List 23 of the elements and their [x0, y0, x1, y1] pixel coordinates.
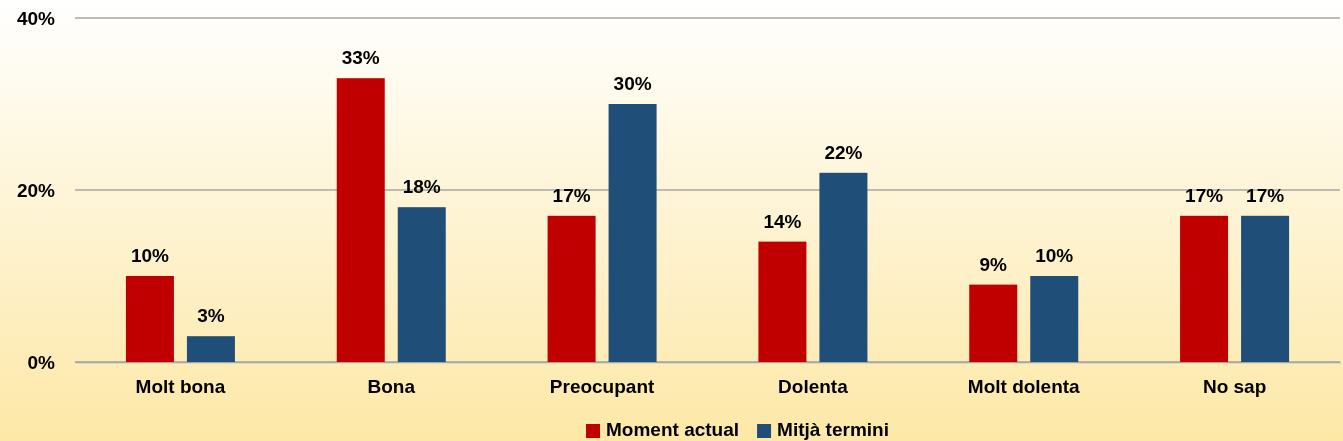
- data-label: 17%: [552, 184, 591, 206]
- x-tick-label: Bona: [367, 376, 416, 398]
- data-label: 18%: [402, 176, 441, 198]
- legend-label: Mitjà termini: [777, 419, 889, 440]
- data-label: 33%: [341, 47, 380, 69]
- data-label: 3%: [197, 305, 225, 327]
- x-tick-label: No sap: [1202, 376, 1267, 398]
- x-tick-label: Molt bona: [135, 376, 226, 398]
- data-label: 17%: [1246, 184, 1285, 206]
- y-tick-label: 40%: [16, 7, 56, 29]
- data-label: 17%: [1185, 184, 1224, 206]
- data-label: 9%: [979, 253, 1008, 275]
- data-label: 30%: [613, 73, 652, 94]
- x-tick-label: Molt dolenta: [967, 376, 1081, 398]
- y-tick-label: 0%: [27, 351, 56, 373]
- data-label: 10%: [130, 245, 170, 266]
- x-tick-label: Preocupant: [549, 376, 656, 398]
- y-tick-label: 20%: [16, 179, 56, 201]
- data-label: 14%: [763, 210, 802, 232]
- data-label: 22%: [824, 141, 863, 163]
- data-label: 10%: [1035, 245, 1074, 266]
- legend-label: Moment actual: [606, 419, 740, 440]
- x-tick-label: Dolenta: [778, 376, 849, 398]
